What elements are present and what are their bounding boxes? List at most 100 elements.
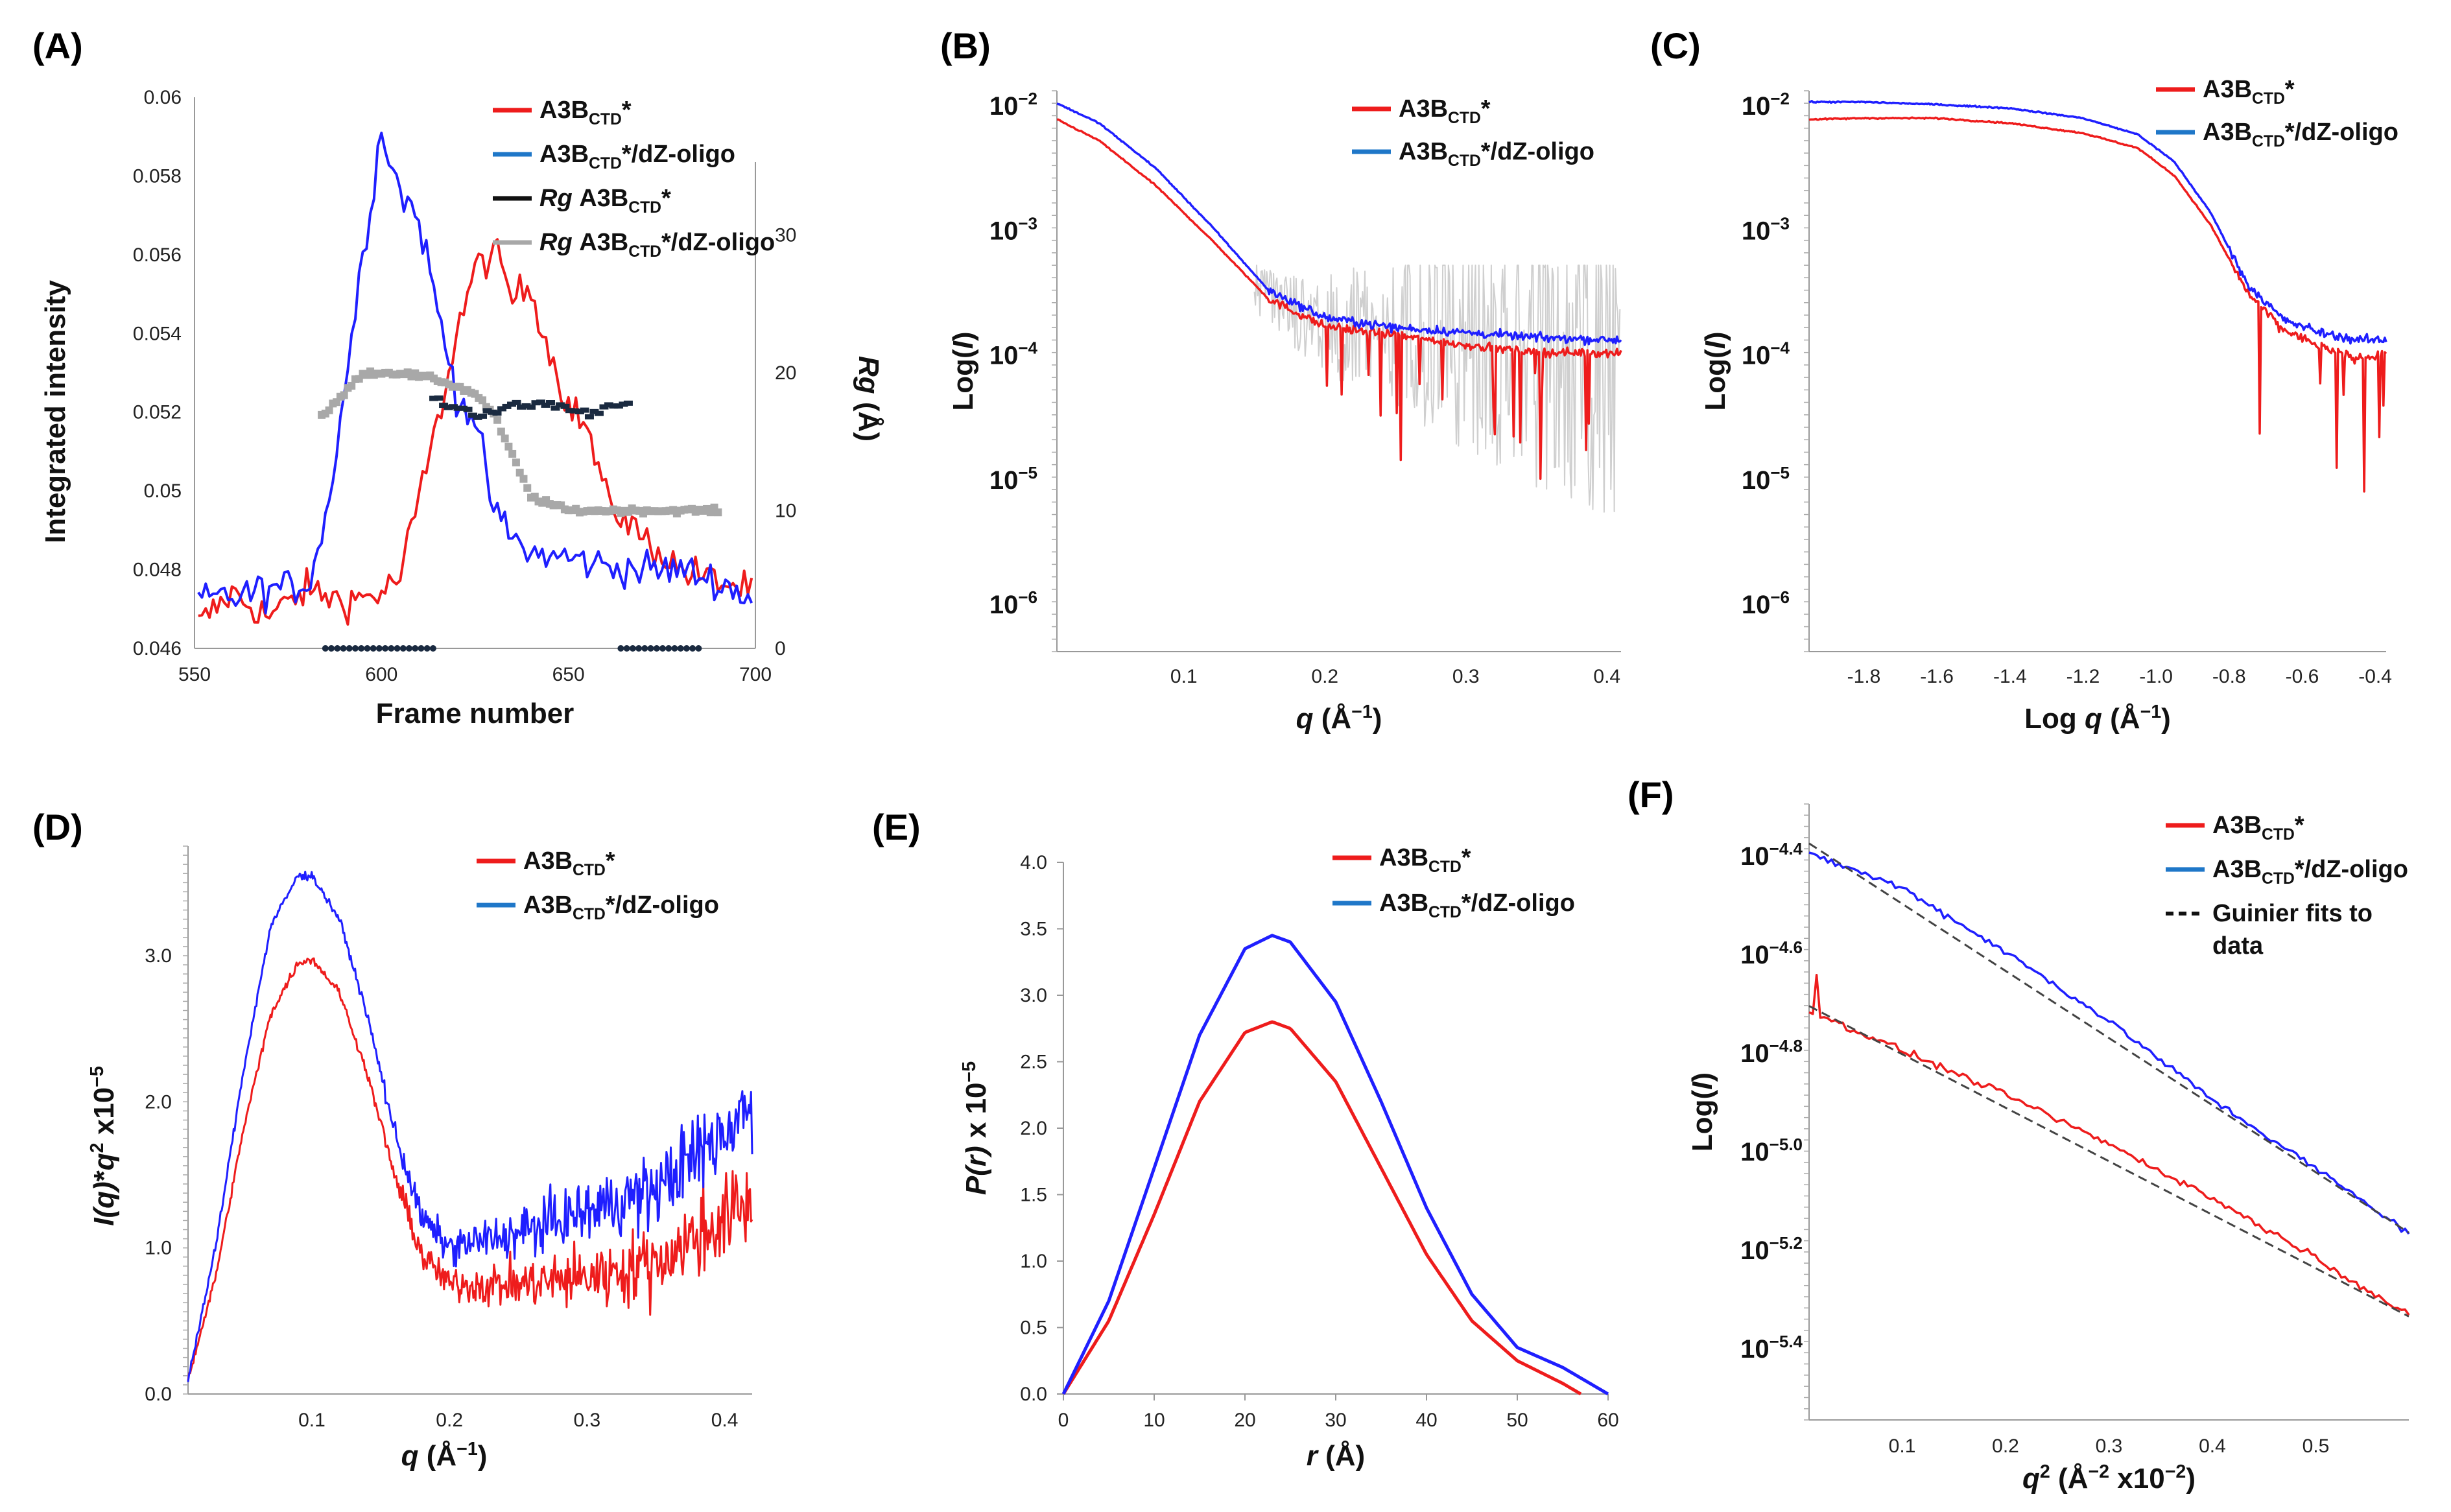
rg-marker-dz-oligo bbox=[501, 434, 509, 443]
x-axis-title: q2 (Å−2 x10−2) bbox=[2022, 1461, 2196, 1494]
x-tick-label: 0.2 bbox=[1992, 1435, 2019, 1457]
y-tick-label: 10−2 bbox=[989, 89, 1037, 121]
y-tick-label: 10−6 bbox=[989, 587, 1037, 619]
rg-marker-a3b bbox=[444, 405, 453, 410]
rg-zero-marker bbox=[635, 645, 643, 652]
y2-tick-label: 30 bbox=[775, 225, 796, 246]
panel-label-b: (B) bbox=[940, 25, 991, 66]
series-dz-oligo bbox=[1808, 100, 2387, 345]
y-tick-label: 2.0 bbox=[145, 1091, 172, 1113]
y-tick-label: 3.0 bbox=[145, 945, 172, 967]
y-tick-label: 3.5 bbox=[1020, 919, 1047, 940]
x-tick-label: 0.2 bbox=[1311, 666, 1338, 687]
y-tick-label: 0.056 bbox=[133, 244, 182, 266]
rg-zero-marker bbox=[647, 645, 654, 652]
y-tick-label: 10−4.8 bbox=[1740, 1036, 1803, 1068]
x-tick-label: 0.3 bbox=[2096, 1435, 2123, 1457]
guinier-fit-line bbox=[1808, 1005, 2410, 1317]
legend-entry: A3BCTD*/dZ-oligo bbox=[1399, 138, 1594, 170]
y-axis-title: Log(I) bbox=[1687, 1072, 1718, 1152]
x-tick-label: -1.8 bbox=[1847, 666, 1881, 687]
x-tick-label: 0.4 bbox=[711, 1410, 739, 1431]
y-tick-label: 0.054 bbox=[133, 323, 182, 344]
rg-zero-marker bbox=[328, 645, 335, 652]
y-tick-label: 10−6 bbox=[1742, 587, 1790, 619]
error-band bbox=[1253, 265, 1621, 513]
y-tick-label: 1.5 bbox=[1020, 1185, 1047, 1206]
legend-entry: A3BCTD*/dZ-oligo bbox=[2212, 856, 2408, 888]
rg-marker-a3b bbox=[589, 408, 599, 414]
x-tick-label: 0.1 bbox=[1889, 1435, 1916, 1457]
series-dz-oligo bbox=[197, 132, 753, 615]
y-axis-title: Integrated intensity bbox=[40, 280, 71, 543]
x-tick-label: 700 bbox=[739, 664, 772, 685]
series-a3b bbox=[1808, 116, 2387, 493]
x-tick-label: 0.1 bbox=[298, 1410, 326, 1431]
y-tick-label: 10−5.4 bbox=[1740, 1332, 1803, 1364]
rg-marker-dz-oligo bbox=[340, 391, 348, 399]
rg-zero-marker bbox=[659, 645, 666, 652]
x-tick-label: -0.6 bbox=[2286, 666, 2319, 687]
rg-zero-marker bbox=[683, 645, 690, 652]
x-tick-label: 600 bbox=[365, 664, 397, 685]
y-tick-label: 1.0 bbox=[145, 1238, 172, 1259]
x-tick-label: 50 bbox=[1506, 1410, 1528, 1431]
x-tick-label: 40 bbox=[1415, 1410, 1437, 1431]
rg-zero-marker bbox=[358, 645, 365, 652]
rg-marker-a3b bbox=[497, 406, 507, 412]
rg-marker-a3b bbox=[609, 403, 619, 409]
x-axis-title: Log q (Å−1) bbox=[2024, 702, 2171, 735]
y-axis-title: Log(I) bbox=[947, 331, 979, 410]
y-tick-label: 3.0 bbox=[1020, 985, 1047, 1006]
panel-f: 0.1 0.2 0.3 0.4 0.5 10−4.4 10−4.6 10−4.8 10−5.0 1… bbox=[1687, 803, 2410, 1494]
x-axis-title: q (Å−1) bbox=[401, 1439, 488, 1472]
legend-entry: A3BCTD*/dZ-oligo bbox=[2203, 119, 2398, 150]
x-tick-label: 10 bbox=[1143, 1410, 1165, 1431]
x-tick-label: 0.4 bbox=[1593, 666, 1620, 687]
y-tick-label: 0.052 bbox=[133, 402, 182, 423]
y2-tick-label: 20 bbox=[775, 362, 796, 384]
y-tick-label: 10−3 bbox=[1742, 213, 1790, 245]
y-tick-label: 10−3 bbox=[989, 213, 1037, 245]
rg-marker-a3b bbox=[531, 400, 541, 406]
rg-marker-a3b bbox=[584, 414, 594, 419]
rg-zero-marker bbox=[429, 645, 436, 652]
y-axis-title: P(r) x 10−5 bbox=[959, 1061, 992, 1195]
rg-zero-marker bbox=[665, 645, 672, 652]
rg-marker-a3b bbox=[453, 405, 463, 411]
rg-marker-a3b bbox=[594, 410, 604, 416]
y-tick-label: 0.046 bbox=[133, 638, 182, 659]
x-tick-label: 0.3 bbox=[1452, 666, 1480, 687]
y-tick-label: 10−4 bbox=[1742, 338, 1790, 370]
rg-zero-marker bbox=[629, 645, 636, 652]
rg-marker-a3b bbox=[478, 413, 488, 419]
legend-entry: A3BCTD* bbox=[1379, 844, 1471, 876]
y-tick-label: 2.0 bbox=[1020, 1118, 1047, 1139]
rg-marker-a3b bbox=[536, 399, 545, 405]
x-axis-title: q (Å−1) bbox=[1296, 702, 1382, 735]
panel-a: 550 600 650 700 0.046 0.048 0.05 0.052 0.054 0.05… bbox=[40, 87, 884, 729]
panel-label-c: (C) bbox=[1650, 25, 1701, 66]
legend-entry: A3BCTD* bbox=[2212, 812, 2304, 844]
x-tick-label: 0.2 bbox=[436, 1410, 463, 1431]
rg-zero-marker bbox=[641, 645, 648, 652]
y-tick-label: 0.0 bbox=[145, 1384, 172, 1405]
x-tick-label: -1.0 bbox=[2139, 666, 2173, 687]
x-tick-label: 0.3 bbox=[574, 1410, 601, 1431]
rg-marker-dz-oligo bbox=[325, 406, 333, 414]
rg-marker-dz-oligo bbox=[512, 458, 520, 467]
rg-marker-a3b bbox=[429, 396, 439, 401]
legend-entry: A3BCTD*/dZ-oligo bbox=[1379, 890, 1575, 921]
y-tick-label: 10−4.4 bbox=[1740, 839, 1803, 871]
legend-entry: A3BCTD* bbox=[539, 97, 632, 128]
legend-entry: A3BCTD*/dZ-oligo bbox=[523, 892, 719, 923]
y2-axis-title: Rg (Å) bbox=[853, 356, 884, 442]
series-dz-oligo bbox=[1808, 851, 2410, 1235]
rg-marker-a3b bbox=[512, 399, 521, 405]
panel-label-e: (E) bbox=[872, 807, 921, 847]
series-a3b bbox=[1061, 1020, 1582, 1396]
rg-marker-a3b bbox=[507, 401, 517, 407]
x-tick-label: -1.4 bbox=[1993, 666, 2027, 687]
rg-marker-a3b bbox=[574, 409, 584, 415]
